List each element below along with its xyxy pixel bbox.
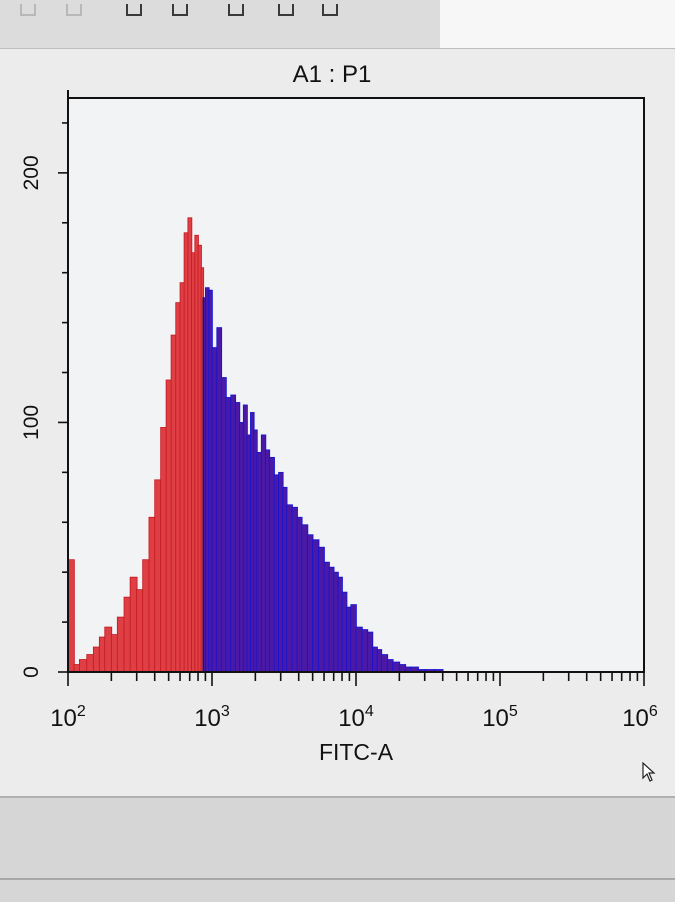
x-axis: 102 103 104 105 106 (50, 672, 658, 732)
x-tick-label: 106 (622, 703, 658, 732)
histogram-bin (110, 634, 119, 673)
screen-glare (440, 0, 675, 52)
histogram-bin (312, 539, 320, 673)
histogram-bin (104, 626, 113, 673)
histogram-bin (318, 546, 325, 673)
histogram-bin (286, 504, 293, 673)
histogram-bin (136, 589, 144, 673)
histogram-bin (323, 561, 330, 673)
histogram-bin (79, 659, 88, 673)
bottom-panel (0, 796, 675, 902)
histogram-bin (386, 659, 394, 673)
histogram-bin (154, 479, 162, 673)
histogram-bin (301, 524, 309, 673)
mouse-cursor-icon (642, 762, 656, 782)
x-tick-label: 105 (482, 703, 518, 732)
export-tool-icon[interactable] (322, 4, 338, 16)
x-tick-label: 104 (338, 703, 374, 732)
histogram-bin (291, 506, 298, 673)
interval-tool-icon[interactable] (278, 4, 294, 16)
histogram-bin (355, 626, 363, 673)
histogram-bin (160, 427, 167, 673)
histogram-bin (116, 616, 125, 673)
toolbar (0, 0, 675, 52)
histogram-bin (350, 604, 357, 673)
grid-icon[interactable] (66, 4, 82, 16)
histogram-bin (148, 516, 156, 673)
x-axis-label: FITC-A (319, 739, 394, 765)
histogram-bin (361, 629, 369, 673)
histogram-bin (398, 664, 407, 673)
histogram-bin (123, 596, 131, 673)
histogram-bin (92, 646, 101, 673)
x-tick-label: 102 (50, 703, 86, 732)
histogram-bin (165, 379, 172, 673)
square-tool-icon[interactable] (126, 4, 142, 16)
zoom-icon[interactable] (20, 4, 36, 16)
y-tick-label: 100 (20, 405, 43, 440)
histogram-bin (392, 661, 401, 673)
edit-tool-icon[interactable] (172, 4, 188, 16)
x-tick-label: 103 (194, 703, 230, 732)
chart-title: A1 : P1 (293, 61, 372, 88)
histogram-bin (366, 631, 374, 673)
histogram-bin (129, 576, 138, 673)
histogram-bin (142, 559, 150, 673)
y-tick-label: 200 (20, 155, 43, 190)
gated-out-region (67, 217, 205, 673)
histogram-bin (307, 534, 314, 673)
histogram-bin (380, 654, 389, 673)
bottom-divider (0, 878, 675, 880)
y-axis: 0 100 200 (20, 90, 69, 678)
histogram-bin (86, 654, 95, 673)
histogram-bin (98, 636, 106, 673)
histogram-bin (73, 664, 81, 673)
y-tick-label: 0 (20, 666, 43, 678)
gate-tool-icon[interactable] (228, 4, 244, 16)
